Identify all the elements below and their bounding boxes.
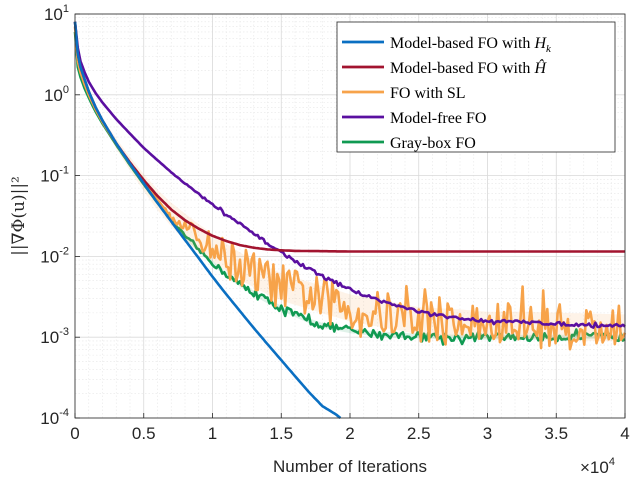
x-tick-label: 1.5 (269, 424, 293, 443)
legend-label-model-based-fo-with-h-k: Model-based FO with Hk (390, 35, 552, 55)
y-tick-label: 101 (44, 3, 69, 24)
x-tick-label: 0 (70, 424, 79, 443)
y-tick-label: 100 (44, 84, 69, 105)
y-axis-title: ||∇Φ(u)||² (9, 176, 29, 256)
x-tick-label: 1 (208, 424, 217, 443)
series-line-model-based-fo-with (73, 21, 625, 253)
x-scale-multiplier: ×104 (580, 456, 615, 477)
tick-labels: 0 0.5 1 1.5 2 2.5 3 3.5 4 10-4 10-3 10-2 10-1 100 101 (40, 3, 629, 443)
x-tick-label: 3 (483, 424, 492, 443)
x-tick-label: 2.5 (407, 424, 431, 443)
x-scale-base: ×10 (580, 458, 609, 477)
x-tick-label: 2 (345, 424, 354, 443)
legend: Model-based FO with Hk Model-based FO wit… (336, 21, 616, 153)
y-tick-label: 10-2 (40, 245, 69, 266)
x-scale-exp: 4 (609, 456, 615, 468)
x-tick-label: 0.5 (132, 424, 156, 443)
x-axis-title: Number of Iterations (273, 457, 427, 476)
svg-text:×104: ×104 (580, 456, 615, 477)
legend-label-model-based-fo-with: Model-based FO with Ĥ (390, 58, 547, 77)
y-tick-label: 10-4 (40, 407, 69, 428)
legend-label-model-free-fo: Model-free FO (390, 110, 486, 127)
series-line-fo-with-sl (73, 26, 627, 351)
x-tick-label: 4 (620, 424, 629, 443)
series-line-model-free-fo (73, 21, 626, 329)
x-tick-label: 3.5 (544, 424, 568, 443)
y-tick-label: 10-1 (40, 165, 69, 186)
series-line-model-based-fo-with-h-k (73, 21, 342, 420)
ticks (74, 13, 626, 419)
series-layer (73, 21, 627, 420)
y-tick-label: 10-3 (40, 326, 69, 347)
legend-box (336, 21, 616, 153)
legend-label-gray-box-fo: Gray-box FO (390, 135, 476, 152)
legend-label-fo-with-sl: FO with SL (390, 85, 466, 102)
